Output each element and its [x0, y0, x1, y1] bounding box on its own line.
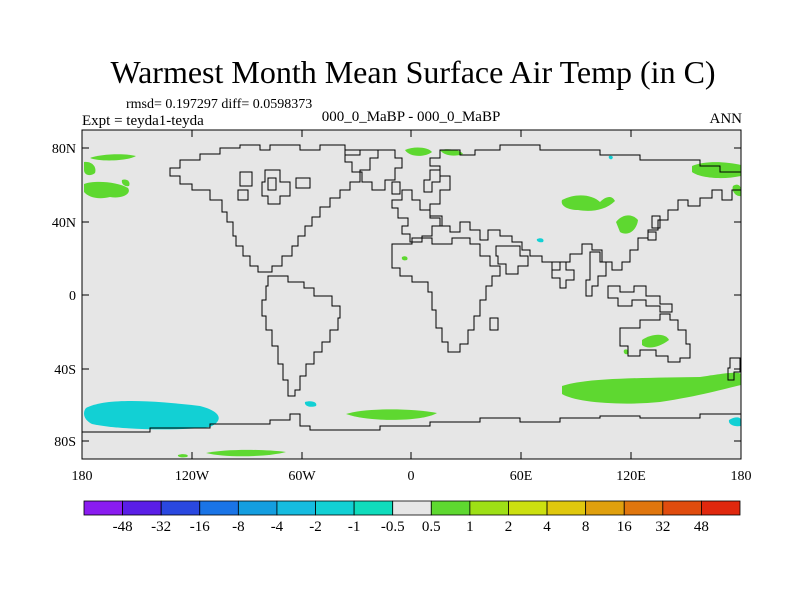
- longitude-axis: 180 120W 60W 0 60E 120E 180: [72, 130, 752, 484]
- legend-color-box: [662, 500, 702, 516]
- coastline-british-isles: [391, 181, 401, 195]
- anomaly-patch-africa-west: [401, 256, 408, 261]
- coastlines: [82, 144, 742, 433]
- anomaly-patch-antarctic-coast: [206, 449, 286, 457]
- anomaly-patch-kara: [608, 155, 613, 160]
- anomaly-patch-barents: [440, 149, 463, 156]
- anomaly-patch-greenland-sea: [405, 147, 432, 156]
- anomaly-patch-southern-ocean-indian: [562, 372, 741, 404]
- legend-color-box: [315, 500, 355, 516]
- legend-label: 0.5: [422, 519, 441, 535]
- anomaly-patch-australia-small: [623, 349, 629, 355]
- lon-tick-label: 120E: [616, 469, 646, 484]
- anomaly-patch-arctic-pacific: [90, 154, 136, 161]
- coastline-hudson-bay: [261, 169, 291, 205]
- legend-color-box: [508, 500, 548, 516]
- anomaly-patch-bering-small: [121, 179, 130, 187]
- legend-label: 4: [543, 519, 551, 535]
- coastline-india: [551, 261, 575, 289]
- lon-tick-label: 60E: [510, 469, 533, 484]
- legend-color-box: [160, 500, 201, 516]
- coastline-north-america: [169, 144, 379, 273]
- legend-color-box: [623, 500, 664, 516]
- coastline-japan: [647, 215, 661, 241]
- anomaly-patch-mediterranean: [536, 238, 544, 243]
- legend-label: 8: [582, 519, 590, 535]
- lon-tick-label: 120W: [175, 469, 210, 484]
- coastline-madagascar: [489, 317, 499, 331]
- anomaly-patch-ross-sea: [84, 401, 219, 430]
- coastline-scandinavia: [423, 169, 441, 193]
- legend-label: -4: [271, 519, 284, 535]
- legend-label: -32: [151, 519, 171, 535]
- legend-label: -48: [113, 519, 133, 535]
- anomaly-patch-alaska: [84, 161, 96, 176]
- stats-label: rmsd= 0.197297 diff= 0.0598373: [126, 97, 312, 112]
- legend-color-box: [392, 500, 432, 516]
- anomaly-patch-drake: [304, 401, 317, 407]
- legend-label: 32: [655, 519, 670, 535]
- legend-label: 48: [694, 519, 709, 535]
- color-legend: -48 -32 -16 -8 -4 -2 -1 -0.5 0.5 1 2 4 8 16 32 48: [83, 500, 741, 535]
- lat-tick-label: 80S: [54, 435, 76, 450]
- anomaly-patch-bering: [84, 181, 129, 199]
- legend-label: 2: [505, 519, 513, 535]
- lon-tick-label: 60W: [288, 469, 316, 484]
- lon-tick-label: 180: [72, 469, 93, 484]
- anomaly-patch-antarctic-small: [177, 454, 188, 458]
- coastline-new-zealand: [727, 357, 741, 381]
- experiment-label: Expt = teyda1-teyda: [82, 113, 204, 129]
- legend-color-box: [353, 500, 394, 516]
- season-label: ANN: [710, 111, 743, 127]
- lon-tick-label: 0: [408, 469, 415, 484]
- legend-color-box: [546, 500, 587, 516]
- coastline-africa: [391, 237, 501, 353]
- legend-color-box: [585, 500, 625, 516]
- legend-label: -8: [232, 519, 245, 535]
- coastline-arabia: [495, 245, 529, 275]
- coastline-australia: [619, 313, 691, 363]
- latitude-axis: 80N 40N 0 40S 80S: [52, 142, 741, 450]
- legend-label: 16: [617, 519, 633, 535]
- legend-label: -16: [190, 519, 210, 535]
- legend-color-box: [83, 500, 123, 516]
- coastline-arctic-islands: [237, 171, 311, 201]
- legend-color-box: [701, 500, 741, 516]
- legend-color-box: [237, 500, 278, 516]
- legend-label: -0.5: [381, 519, 405, 535]
- anomaly-patch-australia: [642, 334, 669, 348]
- legend-label: 1: [466, 519, 474, 535]
- anomaly-patch-weddell-edge: [728, 417, 741, 427]
- lat-tick-label: 0: [69, 289, 76, 304]
- anomaly-patch-southern-ocean-atlantic: [346, 409, 437, 420]
- lat-tick-label: 40S: [54, 363, 76, 378]
- legend-color-box: [276, 500, 316, 516]
- coastline-south-america: [261, 275, 341, 397]
- coastline-southeast-asia: [585, 251, 607, 297]
- legend-color-box: [469, 500, 509, 516]
- lat-tick-label: 80N: [52, 142, 76, 157]
- coastline-europe-asia: [391, 144, 742, 271]
- legend-color-box: [430, 500, 471, 516]
- legend-color-box: [122, 500, 162, 516]
- anomaly-patch-east-asia: [616, 215, 638, 234]
- period-label: 000_0_MaBP - 000_0_MaBP: [322, 109, 501, 125]
- legend-label: -1: [348, 519, 361, 535]
- coastline-antarctica: [82, 413, 741, 433]
- legend-color-box: [199, 500, 239, 516]
- anomaly-patch-central-asia: [561, 195, 615, 211]
- legend-label: -2: [309, 519, 322, 535]
- lon-tick-label: 180: [731, 469, 752, 484]
- lat-tick-label: 40N: [52, 216, 76, 231]
- coastline-indonesia: [607, 285, 673, 313]
- map-title: Warmest Month Mean Surface Air Temp (in …: [110, 54, 715, 90]
- coastline-greenland: [344, 149, 403, 191]
- map-panel: [81, 129, 742, 460]
